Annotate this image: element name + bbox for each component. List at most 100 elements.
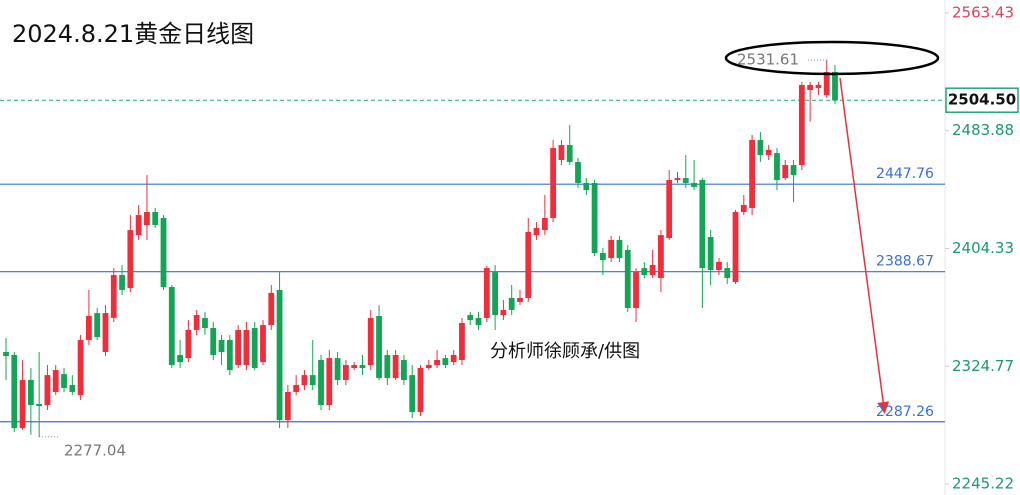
candle-body [119, 275, 125, 290]
highlight-ellipse [724, 40, 940, 76]
candle-body [624, 250, 631, 309]
candle-body [608, 239, 615, 259]
candle-body [135, 215, 142, 236]
candle-body [782, 165, 789, 179]
candle-body [401, 360, 407, 380]
candle-body [110, 275, 117, 318]
candle-body [193, 315, 200, 330]
plot [0, 12, 949, 485]
candle-body [740, 205, 747, 212]
y-tick-label: 2404.33 [952, 239, 1014, 257]
candle-body [69, 385, 76, 392]
candle-body [44, 375, 51, 405]
candle-body [367, 317, 374, 366]
candle-body [351, 365, 358, 368]
level-label: 2447.76 [876, 166, 934, 182]
candle-body [500, 309, 507, 315]
candle-body [409, 375, 416, 412]
low-marker-label: 2277.04 [64, 441, 126, 459]
candle-body [301, 375, 308, 386]
candle-body [94, 313, 101, 338]
candle-body [185, 329, 192, 359]
candle-body [832, 71, 838, 101]
candle-body [27, 379, 34, 405]
candle-body [633, 272, 639, 309]
candle-body [823, 71, 830, 96]
candle-body [334, 358, 341, 380]
candle-body [682, 178, 689, 183]
candle-body [260, 325, 266, 363]
last-price-label: 2504.50 [948, 91, 1016, 109]
candle-body [160, 218, 167, 288]
candle-body [425, 365, 432, 368]
candle-body [235, 329, 242, 366]
candle-body [666, 180, 673, 239]
candle-body [599, 252, 606, 261]
candle-body [77, 340, 84, 396]
candle-body [459, 322, 465, 360]
candle-body [815, 84, 822, 89]
candle-body [533, 227, 540, 236]
candle-body [674, 178, 681, 180]
candle-body [749, 140, 756, 208]
candle-body [517, 297, 523, 302]
candle-body [392, 354, 399, 379]
candle-body [144, 211, 150, 225]
candle-body [798, 84, 805, 166]
candle-body [309, 375, 316, 386]
candle-body [649, 264, 656, 276]
candle-body [442, 358, 449, 366]
candle-body [384, 354, 391, 379]
level-label: 2388.67 [876, 254, 934, 270]
candle-body [218, 340, 225, 353]
candle-body [342, 365, 349, 380]
candle-body [508, 297, 515, 310]
candle-body [492, 272, 499, 315]
candle-body [566, 145, 573, 162]
candle-body [251, 328, 258, 368]
candle-body [774, 153, 780, 180]
candle-body [168, 287, 175, 366]
candle-body [616, 239, 623, 259]
candle-body [757, 140, 764, 155]
y-tick-label: 2245.22 [952, 475, 1014, 493]
chart-title: 2024.8.21黄金日线图 [12, 20, 254, 48]
candle-body [52, 370, 59, 392]
candle-body [550, 148, 557, 219]
candle-body [658, 235, 664, 278]
last-price-box [945, 87, 1019, 113]
candle-body [152, 211, 159, 225]
candle-body [790, 165, 797, 175]
candle-body [243, 329, 250, 366]
y-tick-label: 2563.43 [952, 3, 1014, 21]
candle-body [318, 360, 324, 405]
candle-body [85, 316, 92, 341]
candle-body [765, 149, 772, 155]
candle-body [732, 211, 739, 282]
candle-body [525, 231, 532, 298]
candle-body [276, 289, 283, 421]
candle-body [467, 315, 474, 321]
candle-body [417, 367, 424, 412]
candle-body [226, 340, 233, 371]
candle-body [558, 145, 565, 161]
candle-body [36, 403, 43, 407]
candle-body [3, 352, 9, 357]
candle-body [11, 354, 18, 429]
candle-body [583, 182, 590, 191]
candle-body [483, 268, 490, 318]
candle-body [376, 316, 382, 379]
candle-body [326, 358, 333, 405]
candle-body [575, 161, 581, 183]
candle-body [707, 236, 714, 270]
high-marker-label: 2531.61 [737, 51, 799, 69]
y-tick-label: 2483.88 [952, 121, 1014, 139]
annotation: 分析师徐顾承/供图 [490, 341, 640, 362]
candle-body [450, 354, 457, 363]
candle-body [359, 365, 366, 368]
candle-body [691, 182, 697, 187]
y-tick-label: 2324.77 [952, 357, 1014, 375]
candle-body [268, 292, 275, 326]
candle-body [724, 268, 731, 278]
